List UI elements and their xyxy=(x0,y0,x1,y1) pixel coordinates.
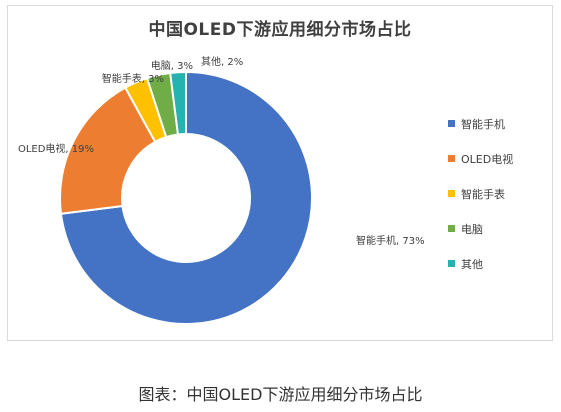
legend-swatch-1 xyxy=(448,120,455,127)
data-label-4: 电脑, 3% xyxy=(151,59,193,72)
legend-label-2: OLED电视 xyxy=(461,152,513,166)
legend-swatch-5 xyxy=(448,260,455,267)
chart-title: 中国OLED下游应用细分市场占比 xyxy=(148,20,412,40)
data-label-1: 智能手机, 73% xyxy=(356,234,425,247)
legend-swatch-3 xyxy=(448,190,455,197)
legend-label-1: 智能手机 xyxy=(461,117,505,131)
legend-label-4: 电脑 xyxy=(461,223,483,236)
data-label-5: 其他, 2% xyxy=(201,55,243,68)
slice-2 xyxy=(59,86,157,215)
figure-caption: 图表：中国OLED下游应用细分市场占比 xyxy=(138,385,423,404)
slice-5 xyxy=(169,70,187,136)
legend-swatch-4 xyxy=(448,225,455,232)
data-label-2: OLED电视, 19% xyxy=(18,142,94,155)
data-label-3: 智能手表, 3% xyxy=(102,72,164,85)
legend-swatch-2 xyxy=(448,155,455,162)
legend-label-3: 智能手表 xyxy=(461,187,505,201)
slice-1 xyxy=(59,70,313,325)
legend-label-5: 其他 xyxy=(461,258,483,271)
